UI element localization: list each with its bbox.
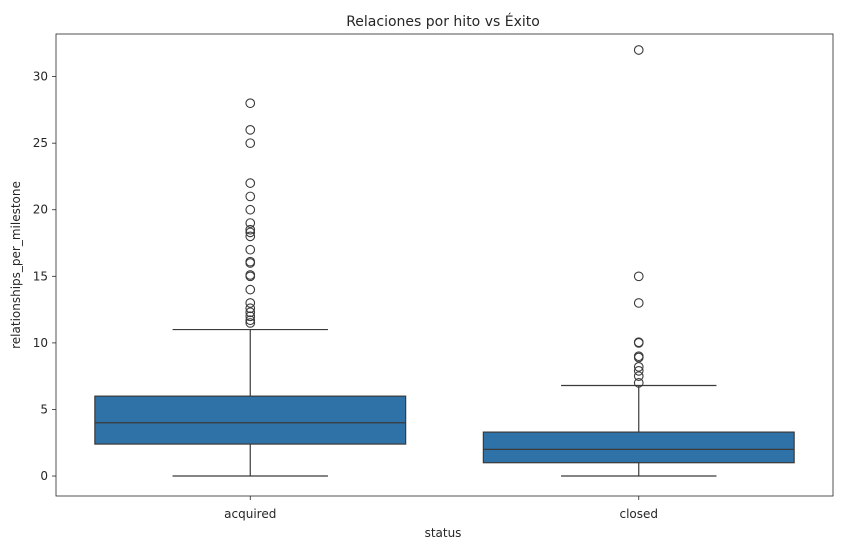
outlier-point [245, 204, 256, 215]
outlier-point [633, 371, 644, 382]
outlier-point [245, 227, 256, 238]
outlier-point [245, 256, 256, 267]
outlier-point [633, 337, 644, 348]
outlier-point [633, 45, 644, 55]
plot-frame [55, 33, 834, 497]
x-tick-label: closed [619, 507, 658, 521]
outlier-point [245, 270, 256, 280]
x-axis-label: status [425, 526, 462, 540]
y-tick-label: 30 [33, 70, 48, 84]
y-axis-label: relationships_per_milestone [9, 181, 23, 349]
box-closed [482, 45, 795, 477]
outlier-point [245, 191, 256, 202]
outlier-point [633, 351, 644, 362]
y-axis: 0 5 10 15 20 25 30 [33, 70, 56, 483]
box-iqr [482, 431, 795, 464]
boxes-layer [94, 45, 795, 477]
outlier-point [245, 303, 256, 314]
outlier-point [633, 377, 644, 388]
outlier-point [245, 311, 256, 322]
outlier-point [245, 284, 256, 295]
outlier-point [245, 315, 256, 326]
outlier-point [245, 318, 256, 328]
chart-title: Relaciones por hito vs Éxito [346, 13, 540, 30]
outlier-point [245, 125, 256, 135]
y-tick-label: 5 [40, 402, 48, 416]
x-axis: acquired closed [224, 496, 658, 521]
outlier-point [245, 178, 256, 188]
outlier-point [633, 365, 644, 376]
outlier-point [245, 231, 256, 242]
y-tick-label: 0 [40, 469, 48, 483]
box-iqr [94, 395, 407, 445]
y-tick-label: 10 [33, 336, 48, 350]
box-acquired [94, 98, 407, 477]
outlier-point [245, 218, 256, 228]
outlier-point [245, 98, 256, 109]
outlier-point [633, 271, 644, 282]
y-tick-label: 15 [33, 269, 48, 283]
outlier-point [633, 362, 644, 372]
y-tick-label: 20 [33, 203, 48, 217]
outlier-point [245, 244, 256, 255]
x-tick-label: acquired [224, 507, 276, 521]
outlier-point [633, 298, 644, 308]
outlier-point [245, 138, 256, 149]
y-tick-label: 25 [33, 136, 48, 150]
outlier-point [245, 224, 256, 235]
outlier-point [245, 298, 256, 308]
outlier-point [245, 307, 256, 318]
